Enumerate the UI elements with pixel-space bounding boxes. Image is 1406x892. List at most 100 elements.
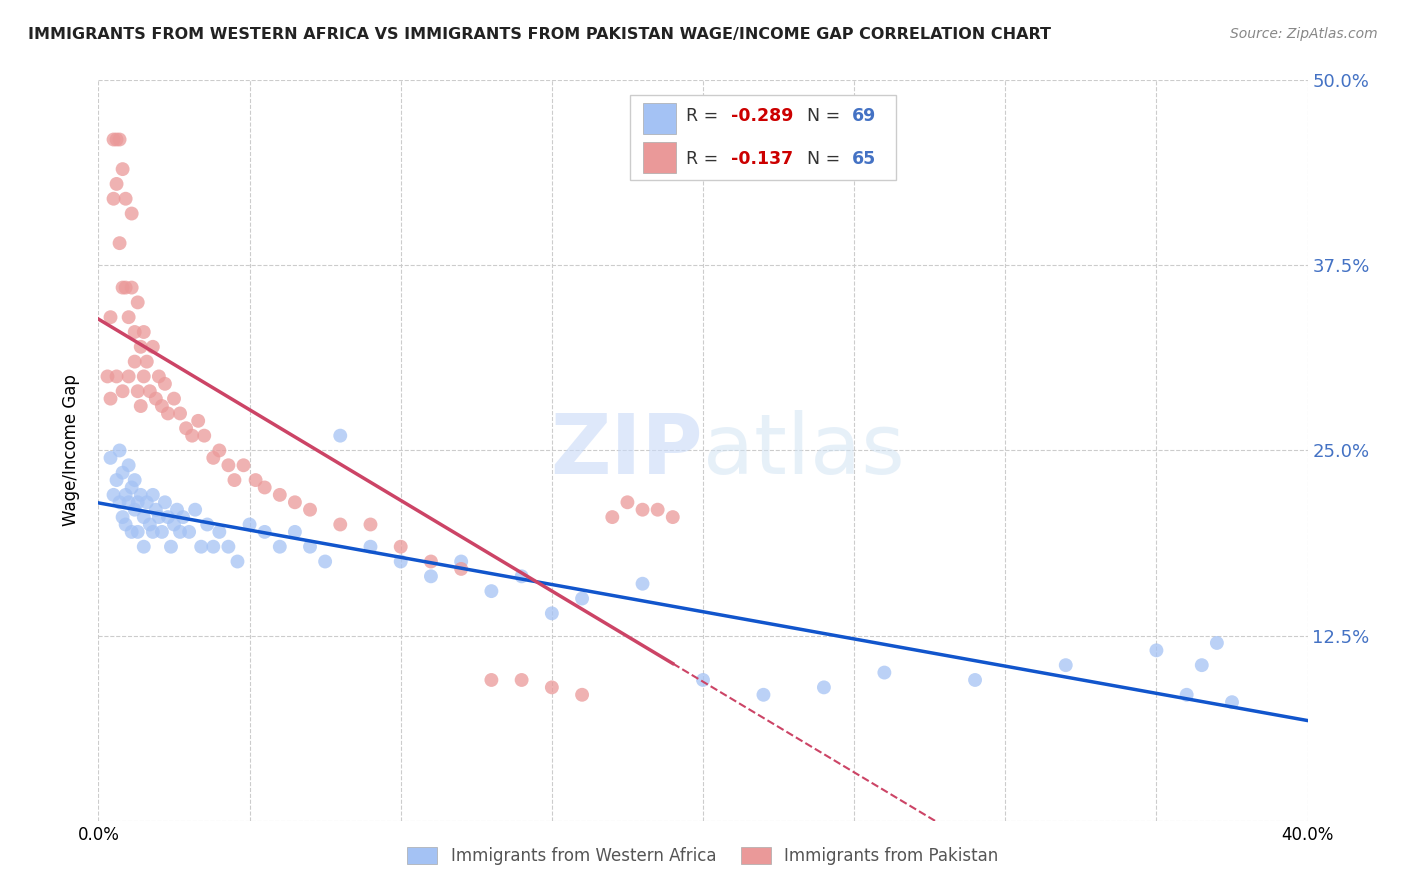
Point [156, 510, 179, 524]
Point [420, 569, 443, 583]
Point [813, 681, 835, 695]
Point [139, 384, 162, 399]
Point [510, 569, 533, 583]
Point [124, 502, 146, 516]
Point [540, 607, 562, 621]
Point [571, 591, 593, 606]
Point [166, 502, 188, 516]
Point [150, 524, 173, 539]
Point [190, 540, 212, 554]
Point [121, 524, 143, 539]
Point [1191, 658, 1213, 673]
Text: ZIP: ZIP [551, 410, 703, 491]
Point [602, 510, 624, 524]
Point [150, 399, 173, 413]
Point [253, 524, 276, 539]
Text: 69: 69 [852, 107, 876, 126]
Legend: Immigrants from Western Africa, Immigrants from Pakistan: Immigrants from Western Africa, Immigran… [401, 840, 1005, 871]
Point [129, 399, 152, 413]
Point [163, 517, 186, 532]
Point [118, 369, 141, 384]
Point [1175, 688, 1198, 702]
Point [148, 510, 170, 524]
FancyBboxPatch shape [643, 143, 676, 173]
Point [1144, 643, 1167, 657]
Point [647, 502, 669, 516]
Point [631, 576, 654, 591]
Text: N =: N = [807, 150, 846, 168]
Point [108, 443, 131, 458]
Point [245, 473, 267, 487]
Point [179, 524, 201, 539]
Point [631, 502, 654, 516]
Y-axis label: Wage/Income Gap: Wage/Income Gap [62, 375, 80, 526]
Point [481, 584, 503, 599]
Point [202, 450, 225, 465]
Point [145, 502, 167, 516]
Point [121, 206, 143, 220]
FancyBboxPatch shape [643, 103, 676, 135]
Point [616, 495, 638, 509]
Text: R =: R = [686, 150, 724, 168]
Point [105, 177, 128, 191]
Point [124, 325, 146, 339]
Point [142, 524, 165, 539]
Point [965, 673, 987, 687]
Point [208, 443, 231, 458]
Point [184, 502, 207, 516]
Point [118, 458, 141, 473]
Point [169, 407, 191, 421]
Text: N =: N = [807, 107, 846, 126]
Point [193, 428, 215, 442]
Point [661, 510, 683, 524]
Point [360, 540, 382, 554]
Text: atlas: atlas [703, 410, 904, 491]
Point [129, 340, 152, 354]
Text: Source: ZipAtlas.com: Source: ZipAtlas.com [1230, 27, 1378, 41]
Point [111, 280, 134, 294]
Point [314, 555, 336, 569]
Point [253, 480, 276, 494]
Point [1054, 658, 1077, 673]
Point [127, 524, 149, 539]
Point [239, 517, 262, 532]
Point [105, 369, 128, 384]
Point [752, 688, 775, 702]
Point [156, 407, 179, 421]
Point [1206, 636, 1229, 650]
Point [510, 673, 533, 687]
Point [108, 495, 131, 509]
Point [420, 555, 443, 569]
Point [153, 376, 176, 391]
Text: IMMIGRANTS FROM WESTERN AFRICA VS IMMIGRANTS FROM PAKISTAN WAGE/INCOME GAP CORRE: IMMIGRANTS FROM WESTERN AFRICA VS IMMIGR… [28, 27, 1052, 42]
Point [873, 665, 896, 680]
Point [124, 473, 146, 487]
Point [202, 540, 225, 554]
Point [148, 369, 170, 384]
Point [111, 162, 134, 177]
Point [103, 192, 125, 206]
Point [142, 488, 165, 502]
Point [329, 428, 352, 442]
Point [169, 524, 191, 539]
Point [124, 354, 146, 368]
Point [114, 488, 136, 502]
Point [389, 540, 412, 554]
Point [232, 458, 254, 473]
Point [163, 392, 186, 406]
Point [389, 555, 412, 569]
Point [145, 392, 167, 406]
Point [132, 540, 155, 554]
Point [108, 132, 131, 146]
Point [224, 473, 246, 487]
Point [139, 517, 162, 532]
Text: -0.137: -0.137 [731, 150, 793, 168]
Point [269, 540, 291, 554]
Point [100, 310, 122, 325]
Point [217, 540, 239, 554]
Point [226, 555, 249, 569]
Point [100, 392, 122, 406]
Point [118, 310, 141, 325]
Point [111, 466, 134, 480]
Point [450, 562, 472, 576]
